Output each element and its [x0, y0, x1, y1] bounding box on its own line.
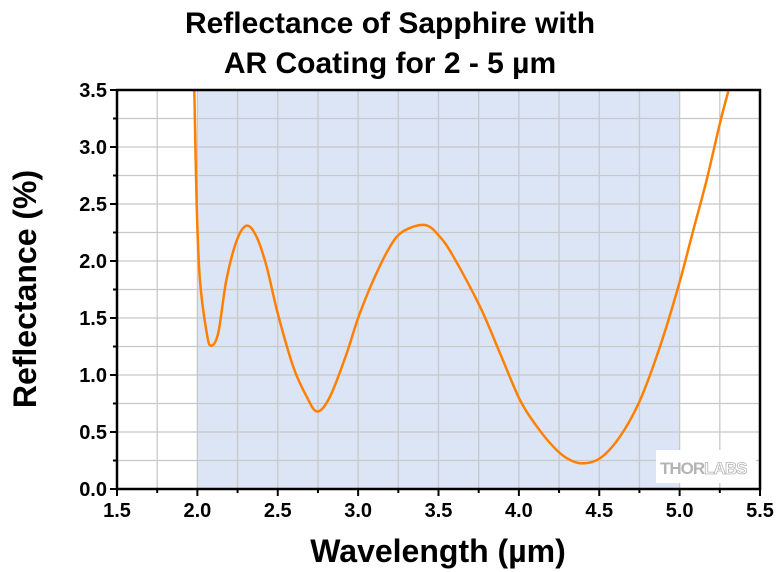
y-tick-label: 1.5 [79, 308, 107, 330]
y-tick-label: 3.5 [79, 80, 107, 102]
y-tick-label: 2.5 [79, 194, 107, 216]
y-tick-label: 0.5 [79, 422, 107, 444]
x-tick-label: 3.0 [344, 500, 372, 522]
y-tick-label: 0.0 [79, 479, 107, 501]
reflectance-series-line [193, 89, 730, 465]
x-tick-label: 2.5 [264, 500, 292, 522]
x-tick-label: 5.5 [746, 500, 774, 522]
y-tick-label: 1.0 [79, 365, 107, 387]
x-tick-label: 2.0 [183, 500, 211, 522]
x-tick-label: 4.5 [585, 500, 613, 522]
x-tick-label: 3.5 [425, 500, 453, 522]
x-tick-label: 5.0 [666, 500, 694, 522]
chart-title-line-2: AR Coating for 2 - 5 µm [223, 47, 557, 80]
chart-title: Reflectance of Sapphire with AR Coating … [0, 4, 780, 84]
svg-text:THORLABS: THORLABS [660, 459, 747, 478]
y-tick-label: 3.0 [79, 137, 107, 159]
x-tick-label: 4.0 [505, 500, 533, 522]
x-axis-label: Wavelength (µm) [310, 533, 565, 569]
thorlabs-logo: THORLABS [656, 450, 756, 483]
x-tick-label: 1.5 [103, 500, 131, 522]
chart-title-line-1: Reflectance of Sapphire with [184, 7, 596, 40]
y-axis-label: Reflectance (%) [7, 170, 43, 408]
y-tick-label: 2.0 [79, 251, 107, 273]
